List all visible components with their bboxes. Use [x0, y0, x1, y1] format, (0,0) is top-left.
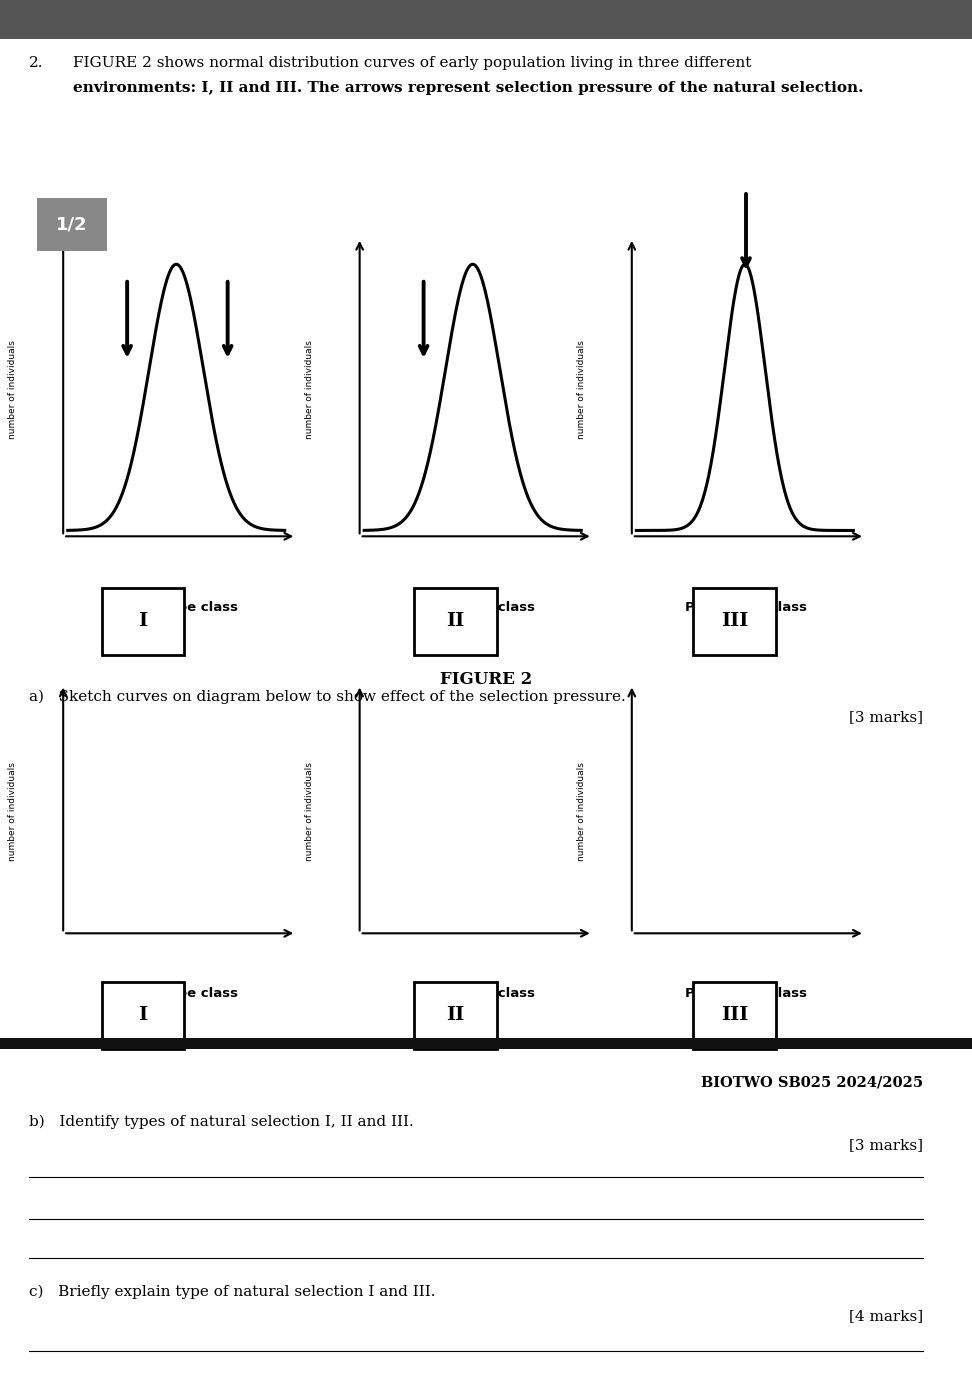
Text: III: III — [721, 1007, 748, 1024]
Text: FIGURE 2: FIGURE 2 — [440, 671, 532, 688]
Text: number of individuals: number of individuals — [577, 762, 586, 861]
Text: Phenotype class: Phenotype class — [685, 986, 807, 1000]
Text: [3 marks]: [3 marks] — [850, 710, 923, 724]
Text: I: I — [139, 613, 148, 630]
Text: Phenotype class: Phenotype class — [117, 600, 238, 614]
Text: number of individuals: number of individuals — [9, 762, 17, 861]
Text: number of individuals: number of individuals — [305, 762, 314, 861]
Text: number of individuals: number of individuals — [577, 341, 586, 439]
Text: 1/2: 1/2 — [56, 216, 87, 233]
Text: number of individuals: number of individuals — [9, 341, 17, 439]
Text: BIOTWO SB025 2024/2025: BIOTWO SB025 2024/2025 — [701, 1075, 923, 1089]
Text: a)   Sketch curves on diagram below to show effect of the selection pressure.: a) Sketch curves on diagram below to sho… — [29, 690, 626, 703]
Text: Phenotype class: Phenotype class — [117, 986, 238, 1000]
Text: [4 marks]: [4 marks] — [850, 1309, 923, 1323]
Text: c)   Briefly explain type of natural selection I and III.: c) Briefly explain type of natural selec… — [29, 1284, 435, 1298]
Text: FIGURE 2 shows normal distribution curves of early population living in three di: FIGURE 2 shows normal distribution curve… — [73, 56, 751, 70]
Text: III: III — [721, 613, 748, 630]
Text: Phenotype class: Phenotype class — [413, 600, 535, 614]
Text: [3 marks]: [3 marks] — [850, 1138, 923, 1152]
Text: b)   Identify types of natural selection I, II and III.: b) Identify types of natural selection I… — [29, 1114, 414, 1128]
Text: II: II — [446, 1007, 465, 1024]
Text: II: II — [446, 613, 465, 630]
Text: 2.: 2. — [29, 56, 44, 70]
Text: Phenotype class: Phenotype class — [413, 986, 535, 1000]
Text: number of individuals: number of individuals — [305, 341, 314, 439]
Text: environments: I, II and III. The arrows represent selection pressure of the natu: environments: I, II and III. The arrows … — [73, 81, 863, 95]
Text: I: I — [139, 1007, 148, 1024]
Text: Phenotype class: Phenotype class — [685, 600, 807, 614]
